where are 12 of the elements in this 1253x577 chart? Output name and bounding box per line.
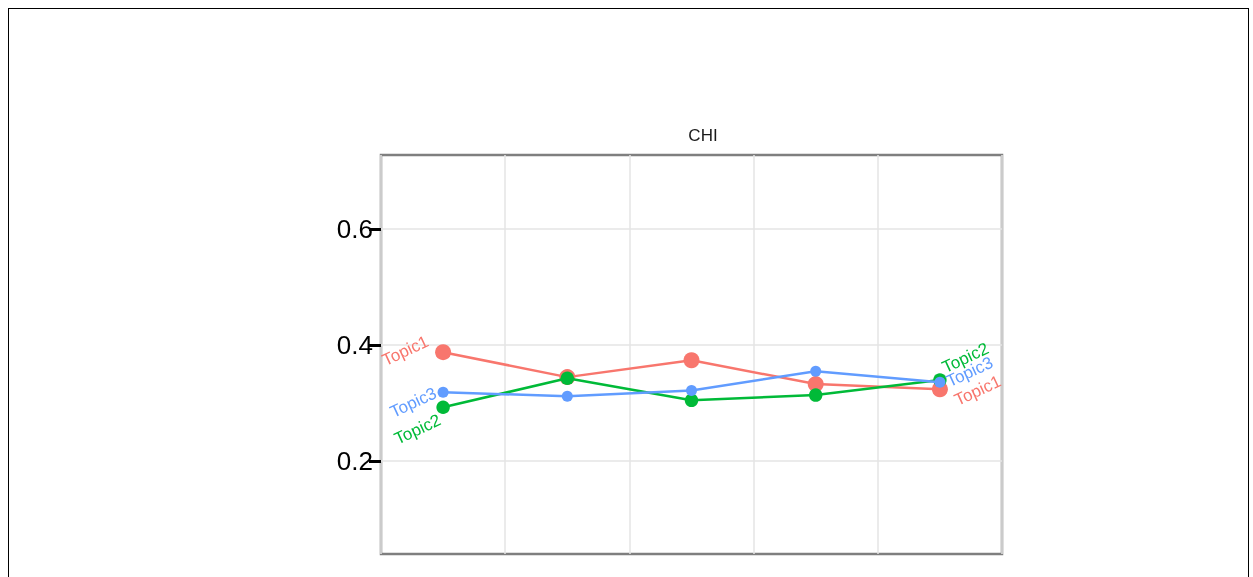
point <box>436 400 450 415</box>
point <box>686 384 697 396</box>
y-tick-label: 0.4 <box>336 330 373 361</box>
chart-title: CHI <box>688 126 718 145</box>
y-tick-label: 0.6 <box>336 214 373 245</box>
point <box>437 386 449 398</box>
point <box>435 344 452 361</box>
y-tick-label: 0.2 <box>336 446 373 477</box>
point <box>683 352 700 369</box>
point <box>561 390 573 402</box>
point <box>810 365 822 377</box>
point <box>808 388 823 402</box>
